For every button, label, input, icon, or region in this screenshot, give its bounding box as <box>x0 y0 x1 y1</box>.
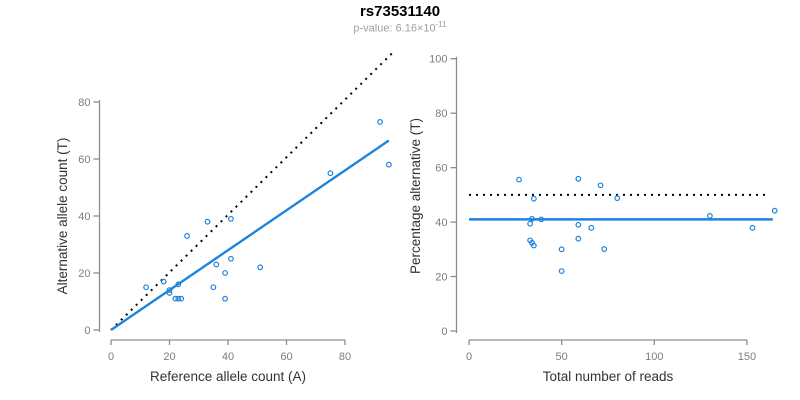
y-axis-title-left: Alternative allele count (T) <box>55 138 70 295</box>
x-axis-title-right: Total number of reads <box>543 369 674 384</box>
p-value-text: p-value: 6.16×10 <box>353 22 436 35</box>
data-point <box>166 290 173 296</box>
data-point <box>204 218 211 225</box>
identity-line <box>110 52 393 331</box>
data-point <box>222 295 228 302</box>
y-tick-label: 60 <box>78 154 90 166</box>
x-tick-label: 80 <box>339 351 351 363</box>
data-point <box>771 207 778 214</box>
plot-title: rs73531140 <box>359 3 441 20</box>
x-tick-label: 0 <box>108 351 114 363</box>
data-point <box>614 195 621 202</box>
x-tick-label: 0 <box>466 351 472 363</box>
data-point <box>749 224 756 231</box>
regression-line <box>110 139 390 331</box>
y-tick-label: 80 <box>78 97 90 109</box>
data-point <box>527 220 534 227</box>
data-point <box>575 221 582 228</box>
data-point <box>172 295 179 302</box>
y-axis-title-right: Percentage alternative (T) <box>408 118 423 274</box>
data-point <box>575 235 582 242</box>
data-point <box>175 295 182 302</box>
data-point <box>160 278 167 285</box>
y-tick-label: 100 <box>429 54 447 66</box>
data-point <box>222 270 228 276</box>
data-point <box>575 175 582 182</box>
y-tick-label: 40 <box>78 211 90 223</box>
data-point <box>706 212 713 219</box>
y-tick-label: 40 <box>435 217 447 229</box>
x-tick-label: 150 <box>738 351 756 363</box>
data-point <box>588 224 595 231</box>
data-point <box>558 268 565 275</box>
x-tick-label: 60 <box>280 351 292 363</box>
y-tick-label: 20 <box>78 268 90 280</box>
x-tick-label: 100 <box>645 351 663 363</box>
p-value-subtitle: p-value: 6.16×10-11 <box>0 20 800 35</box>
y-tick-label: 20 <box>435 271 447 283</box>
data-point <box>530 242 537 249</box>
data-point <box>601 246 608 252</box>
data-point <box>228 215 234 222</box>
y-tick-label: 0 <box>84 325 90 337</box>
data-point <box>210 284 217 291</box>
y-tick-label: 60 <box>435 162 447 174</box>
data-point <box>228 255 234 262</box>
data-point <box>530 195 537 202</box>
p-value-exponent: -11 <box>435 20 447 29</box>
data-point <box>597 182 604 189</box>
data-point <box>377 119 384 125</box>
y-tick-label: 0 <box>441 326 447 338</box>
data-point <box>213 261 220 268</box>
x-axis-title-left: Reference allele count (A) <box>150 369 306 384</box>
x-tick-label: 50 <box>556 351 568 363</box>
data-point <box>178 295 185 302</box>
data-point <box>327 170 334 177</box>
data-point <box>257 264 264 271</box>
data-point <box>558 246 565 253</box>
data-point <box>538 216 545 223</box>
x-tick-label: 40 <box>222 351 234 363</box>
data-point <box>529 215 535 222</box>
x-tick-label: 20 <box>163 351 175 363</box>
data-point <box>143 284 150 291</box>
y-tick-label: 80 <box>435 108 447 120</box>
data-point <box>516 176 522 183</box>
data-point <box>166 287 173 294</box>
data-point <box>385 161 392 168</box>
data-point <box>175 281 182 288</box>
data-point <box>184 233 190 239</box>
